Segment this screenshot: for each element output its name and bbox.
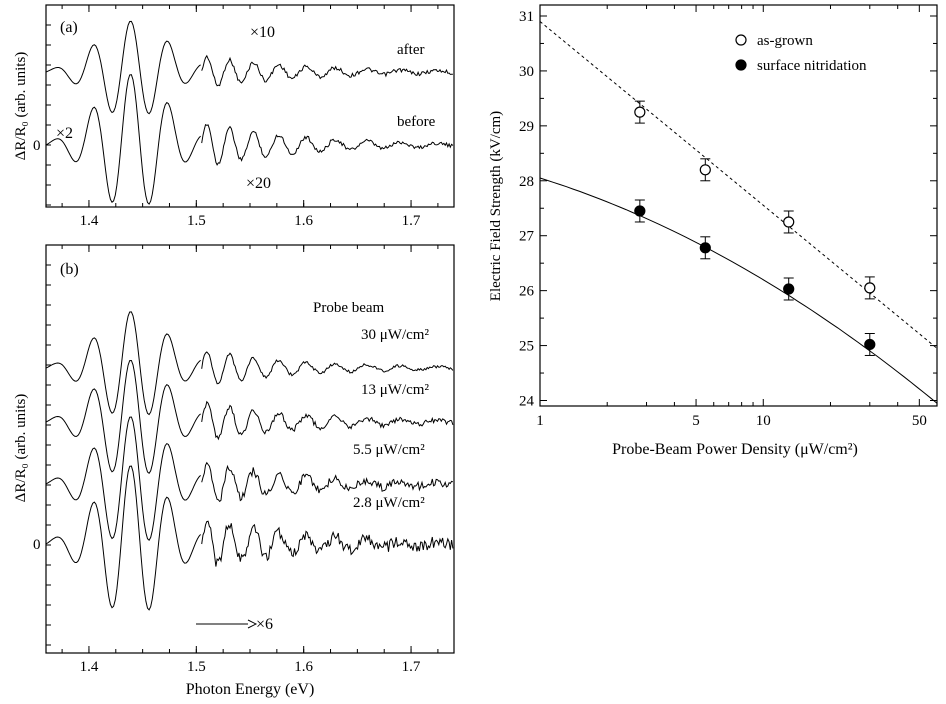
trace-0-main bbox=[45, 311, 201, 416]
series-label-after: after bbox=[397, 42, 424, 58]
panel-b-xlabel: Photon Energy (eV) bbox=[186, 681, 315, 698]
panel-a-annotation-x20: ×20 bbox=[246, 175, 271, 192]
series-label-before: before bbox=[397, 114, 436, 130]
ytick-label-29: 29 bbox=[519, 119, 534, 135]
panel-a-traces bbox=[45, 20, 454, 205]
legend-marker-as-grown bbox=[735, 34, 747, 46]
trace-3-main bbox=[45, 465, 201, 611]
xtick-label-1.4: 1.4 bbox=[80, 659, 99, 675]
panel-a: 1.4 1.5 1.6 1.7 (a) ×10 ×20 ×2 after before… bbox=[13, 4, 455, 229]
panel-b-traces bbox=[45, 311, 454, 611]
data-point-as-grown bbox=[864, 282, 876, 294]
ytick-label-30: 30 bbox=[519, 64, 534, 80]
ytick-label-26: 26 bbox=[519, 284, 535, 300]
panel-b: 1.4 1.5 1.6 1.7 (b) Probe beam 30 μW/cm² 13… bbox=[13, 244, 455, 698]
legend-title-probe-beam: Probe beam bbox=[313, 300, 385, 316]
xtick-label-1.6: 1.6 bbox=[294, 659, 313, 675]
trace-before-magnified bbox=[201, 123, 454, 166]
legend-label-as-grown: as-grown bbox=[757, 33, 813, 49]
series-label-13: 13 μW/cm² bbox=[361, 382, 429, 398]
trace-1-main bbox=[45, 359, 201, 475]
panel-c-frame bbox=[539, 4, 938, 407]
trace-after-main bbox=[45, 20, 201, 115]
ytick-label-28: 28 bbox=[519, 174, 534, 190]
data-point-as-grown bbox=[783, 216, 795, 228]
panel-a-ylabel: ΔR/R₀ (arb. units) bbox=[13, 52, 29, 161]
xtick-label-1.7: 1.7 bbox=[402, 659, 421, 675]
data-point-as-grown bbox=[699, 164, 711, 176]
panel-b-ylabel: ΔR/R₀ (arb. units) bbox=[13, 394, 29, 503]
arrow-x6 bbox=[196, 619, 258, 629]
panel-b-zero-label: 0 bbox=[33, 537, 41, 553]
legend-label-surface-nitridation: surface nitridation bbox=[757, 58, 867, 74]
legend-marker-surface-nitridation bbox=[735, 59, 747, 71]
xtick-label-1.6: 1.6 bbox=[294, 213, 313, 229]
xtick-label-50: 50 bbox=[912, 413, 927, 429]
panel-c-xlabel: Probe-Beam Power Density (μW/cm²) bbox=[612, 441, 858, 458]
panel-c-points bbox=[634, 100, 876, 356]
data-point-surface-nitridation bbox=[699, 242, 711, 254]
xtick-label-1.5: 1.5 bbox=[187, 659, 206, 675]
series-label-2.8: 2.8 μW/cm² bbox=[353, 495, 425, 511]
panel-a-label: (a) bbox=[60, 19, 78, 36]
trace-after-magnified bbox=[201, 54, 453, 87]
panel-b-label: (b) bbox=[60, 261, 79, 278]
trace-1-magnified bbox=[201, 400, 454, 441]
data-point-surface-nitridation bbox=[864, 338, 876, 351]
xtick-label-5: 5 bbox=[692, 413, 700, 429]
series-label-30: 30 μW/cm² bbox=[361, 327, 429, 343]
panel-c: 24 25 26 27 28 29 30 31 1 5 10 50 as-grown surface … bbox=[488, 4, 938, 458]
ytick-label-24: 24 bbox=[519, 394, 535, 410]
panel-a-zero-label: 0 bbox=[33, 138, 41, 154]
data-point-as-grown bbox=[634, 106, 646, 118]
series-label-5.5: 5.5 μW/cm² bbox=[353, 442, 425, 458]
trace-0-magnified bbox=[201, 351, 454, 385]
panel-c-ylabel: Electric Field Strength (kV/cm) bbox=[488, 111, 504, 301]
panel-a-annotation-x10: ×10 bbox=[250, 24, 275, 41]
panel-a-annotation-x2: ×2 bbox=[56, 125, 73, 142]
trace-2-magnified bbox=[201, 461, 454, 503]
ytick-label-31: 31 bbox=[519, 9, 534, 25]
data-point-surface-nitridation bbox=[634, 205, 646, 217]
fit-line-surface-nitridation bbox=[539, 177, 938, 404]
panel-c-ticks: 24 25 26 27 28 29 30 31 1 5 10 50 bbox=[519, 5, 937, 429]
fit-line-as-grown bbox=[539, 21, 938, 349]
arrow-head bbox=[247, 619, 258, 629]
xtick-label-1: 1 bbox=[536, 413, 544, 429]
panel-c-fit-lines bbox=[539, 21, 938, 404]
data-point-surface-nitridation bbox=[783, 283, 795, 295]
panel-a-xticks: 1.4 1.5 1.6 1.7 bbox=[46, 5, 439, 229]
xtick-label-10: 10 bbox=[756, 413, 771, 429]
panel-b-xticks: 1.4 1.5 1.6 1.7 bbox=[46, 245, 439, 675]
trace-3-magnified bbox=[201, 520, 454, 567]
trace-before-main bbox=[45, 74, 201, 205]
ytick-label-25: 25 bbox=[519, 339, 534, 355]
xtick-label-1.7: 1.7 bbox=[402, 213, 421, 229]
xtick-label-1.4: 1.4 bbox=[80, 213, 99, 229]
trace-2-main bbox=[45, 416, 201, 541]
ytick-label-27: 27 bbox=[519, 229, 535, 245]
panel-b-annotation-x6: ×6 bbox=[256, 616, 273, 633]
xtick-label-1.5: 1.5 bbox=[187, 213, 206, 229]
